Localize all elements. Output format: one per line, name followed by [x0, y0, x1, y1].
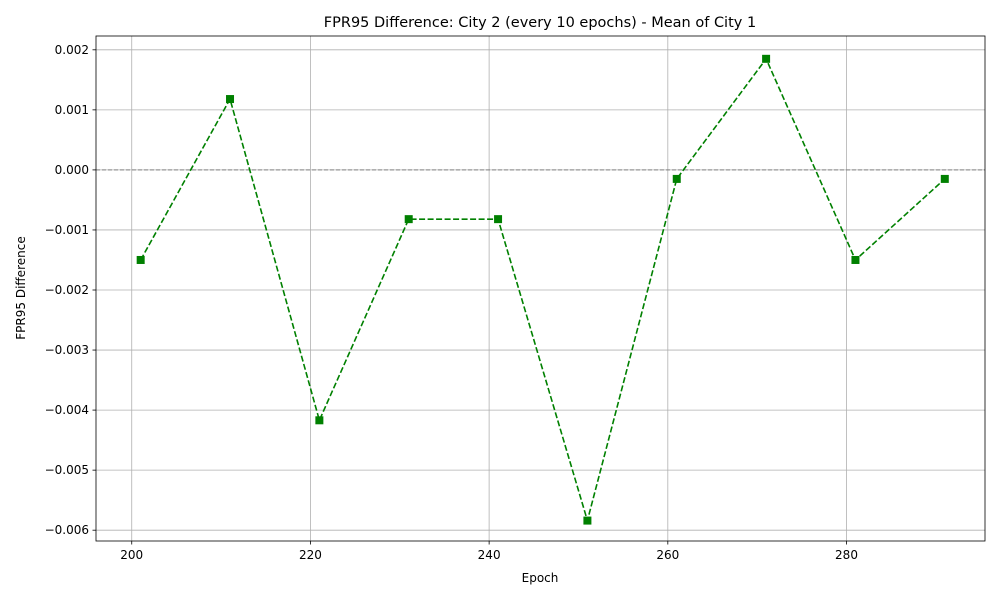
- x-axis-label: Epoch: [522, 571, 559, 585]
- x-tick-label: 280: [835, 548, 858, 562]
- data-point-marker: [315, 416, 324, 425]
- x-tick-label: 240: [478, 548, 501, 562]
- axes-frame: [95, 35, 986, 542]
- grid-lines: [96, 36, 985, 541]
- axis-ticks: 200 220 240 260 280 0.002 0.001 0.000 −0.001 −0.0…: [45, 43, 858, 562]
- y-tick-label: −0.002: [45, 283, 89, 297]
- y-tick-label: −0.003: [45, 343, 89, 357]
- data-point-marker: [851, 255, 860, 264]
- data-point-marker: [762, 54, 771, 63]
- axes-border: [95, 35, 986, 542]
- y-tick-label: 0.002: [55, 43, 89, 57]
- data-point-marker: [404, 215, 413, 224]
- y-tick-label: −0.005: [45, 463, 89, 477]
- plot-area-background: [96, 36, 985, 541]
- y-tick-label: 0.001: [55, 103, 89, 117]
- y-tick-label: 0.000: [55, 163, 89, 177]
- y-tick-label: −0.006: [45, 523, 89, 537]
- series-group: [136, 54, 949, 525]
- data-point-marker: [494, 215, 503, 224]
- y-tick-label: −0.004: [45, 403, 89, 417]
- x-tick-label: 260: [656, 548, 679, 562]
- data-point-marker: [136, 255, 145, 264]
- chart-title: FPR95 Difference: City 2 (every 10 epoch…: [324, 15, 756, 31]
- y-tick-label: −0.001: [45, 223, 89, 237]
- data-point-marker: [672, 174, 681, 183]
- series-line: [139, 57, 946, 524]
- y-axis-label: FPR95 Difference: [14, 236, 28, 339]
- data-point-marker: [226, 95, 235, 104]
- data-point-marker: [583, 516, 592, 525]
- data-point-marker: [940, 174, 949, 183]
- x-tick-label: 200: [120, 548, 143, 562]
- x-tick-label: 220: [299, 548, 322, 562]
